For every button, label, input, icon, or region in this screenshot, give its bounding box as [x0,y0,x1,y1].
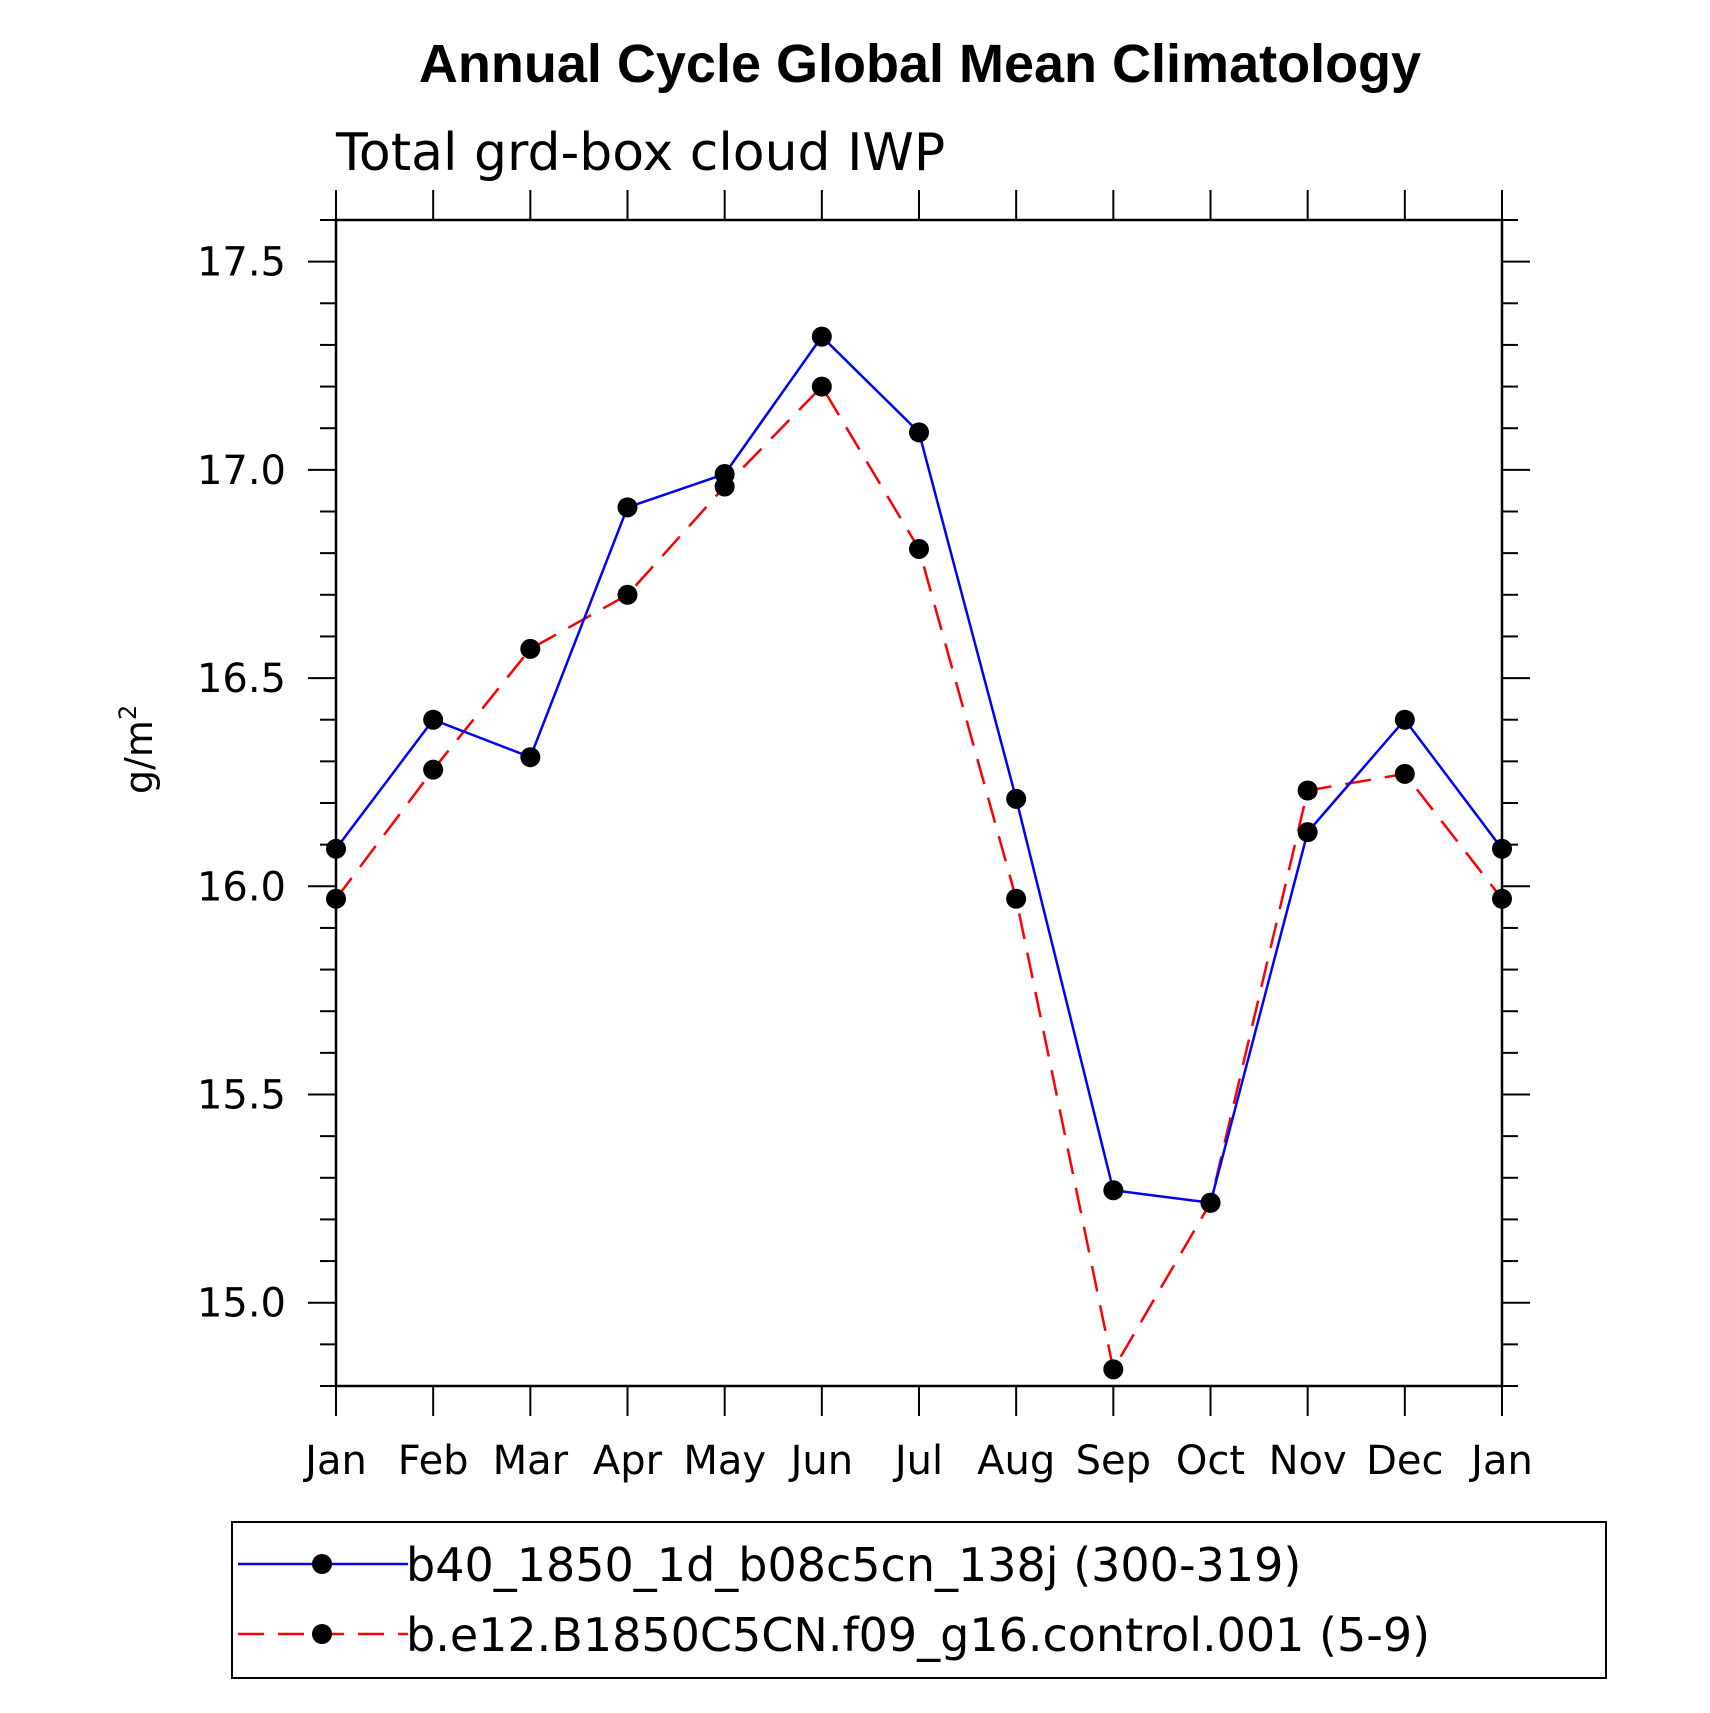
legend-label-series-2: b.e12.B1850C5CN.f09_g16.control.001 (5-9… [406,1608,1430,1662]
data-point-series-1 [811,326,832,347]
chart-title: Annual Cycle Global Mean Climatology [419,34,1421,94]
data-point-series-1 [909,422,929,443]
data-point-series-2 [714,476,735,497]
x-tick-label: Apr [593,1438,663,1484]
x-tick-label: Nov [1269,1438,1347,1484]
x-tick-label: Jan [1468,1438,1533,1484]
data-point-series-2 [811,376,832,397]
x-tick-label: Jun [788,1438,854,1484]
legend-label-series-1: b40_1850_1d_b08c5cn_138j (300-319) [406,1538,1301,1592]
data-point-series-2 [1297,780,1318,801]
data-point-series-2 [1200,1192,1221,1213]
legend-box [231,1521,1607,1679]
y-tick-label: 16.5 [197,656,286,702]
data-point-series-2 [1006,888,1027,909]
data-point-series-1 [1006,788,1027,809]
y-tick-labels: 15.0 15.5 16.0 16.5 17.0 17.5 [197,240,286,1327]
x-tick-label: Mar [493,1438,569,1484]
svg-text:g/m2: g/m2 [114,705,161,794]
y-axis-label: g/m2 [114,705,161,794]
y-tick-label: 17.0 [197,448,286,494]
x-tick-label: Feb [398,1438,469,1484]
data-point-series-2 [1103,1359,1124,1380]
y-tick-label: 17.5 [197,240,286,286]
y-axis-label-text: g/m [117,720,161,794]
x-tick-label: Aug [977,1438,1055,1484]
chart-subtitle: Total grd-box cloud IWP [335,123,945,183]
x-tick-label: May [683,1438,766,1484]
data-point-series-2 [520,638,541,659]
data-point-series-1 [1103,1180,1124,1201]
data-point-series-1 [423,709,444,730]
data-point-series-1 [617,497,638,518]
legend-marker-series-1 [312,1554,332,1574]
x-tick-label: Sep [1076,1438,1151,1484]
data-point-series-2 [617,584,638,605]
data-point-series-2 [909,538,929,559]
series-layer [326,326,1512,1380]
data-point-series-1 [520,747,541,768]
y-tick-label: 16.0 [197,864,286,910]
data-point-series-1 [1297,822,1318,843]
y-tick-label: 15.5 [197,1073,286,1119]
y-tick-label: 15.0 [197,1281,286,1327]
legend-marker-series-2 [312,1624,332,1644]
series-line-2 [335,384,1503,1373]
x-tick-labels: Jan Feb Mar Apr May Jun Jul Aug Sep Oct Nov Dec Jan [302,1438,1533,1484]
data-point-series-1 [1394,709,1415,730]
legend: b40_1850_1d_b08c5cn_138j (300-319) b.e12… [231,1521,1607,1679]
y-axis-label-superscript: 2 [114,705,142,720]
axis-ticks [308,190,1530,1416]
data-point-series-2 [1394,763,1415,784]
data-point-series-2 [423,759,444,780]
x-tick-label: Dec [1366,1438,1443,1484]
x-tick-label: Jul [892,1438,943,1484]
series-line-1 [335,334,1503,1205]
x-tick-label: Jan [302,1438,367,1484]
plot-frame [334,218,1504,1388]
x-tick-label: Oct [1176,1438,1245,1484]
